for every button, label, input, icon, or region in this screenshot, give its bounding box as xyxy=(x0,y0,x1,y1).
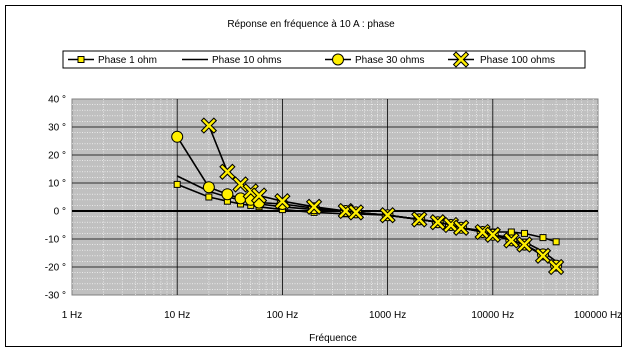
legend-label: Phase 30 ohms xyxy=(355,55,425,66)
data-point xyxy=(552,238,560,246)
x-axis-label: Fréquence xyxy=(309,333,357,344)
x-tick-label: 100000 Hz xyxy=(574,310,622,321)
data-point xyxy=(412,212,426,227)
data-point xyxy=(202,181,215,194)
y-tick-label: 20 ° xyxy=(48,151,66,162)
plot-area xyxy=(71,98,599,296)
data-point xyxy=(205,193,213,201)
x-tick-label: 100 Hz xyxy=(267,310,299,321)
data-point xyxy=(454,221,468,235)
data-point xyxy=(275,194,290,208)
data-point xyxy=(486,228,500,242)
data-point xyxy=(349,205,363,220)
y-tick-label: 40 ° xyxy=(48,95,66,106)
x-tick-label: 1000 Hz xyxy=(369,310,406,321)
data-point xyxy=(536,249,550,263)
legend-label: Phase 100 ohms xyxy=(480,55,555,66)
data-point xyxy=(202,118,216,133)
data-point xyxy=(549,260,563,274)
data-point xyxy=(233,177,248,192)
data-point xyxy=(171,130,184,143)
data-point xyxy=(517,237,532,252)
legend-entry: Phase 100 ohms xyxy=(448,51,555,68)
y-tick-label: -20 ° xyxy=(45,263,66,274)
legend-label: Phase 10 ohms xyxy=(212,55,282,66)
x-tick-label: 10 Hz xyxy=(164,310,190,321)
y-tick-label: -10 ° xyxy=(45,235,66,246)
chart-title: Réponse en fréquence à 10 A : phase xyxy=(227,19,395,30)
legend-marker xyxy=(454,52,468,67)
data-point xyxy=(539,234,547,242)
data-point xyxy=(234,192,247,205)
data-point xyxy=(520,229,528,237)
data-point xyxy=(431,215,445,229)
data-point xyxy=(507,228,515,236)
legend-entry: Phase 10 ohms xyxy=(182,55,282,66)
legend-entry: Phase 1 ohm xyxy=(68,55,157,66)
legend-marker xyxy=(332,53,344,66)
y-tick-label: 0 ° xyxy=(54,207,66,218)
data-point xyxy=(173,180,181,188)
data-point xyxy=(220,165,235,179)
series-layer xyxy=(171,117,565,276)
data-point xyxy=(380,208,395,222)
y-tick-label: 10 ° xyxy=(48,179,66,190)
legend-entry: Phase 30 ohms xyxy=(325,53,425,66)
data-point xyxy=(307,200,321,214)
legend: Phase 1 ohm Phase 10 ohms Phase 30 ohms Pha… xyxy=(62,50,586,69)
x-tick-label: 10000 Hz xyxy=(471,310,514,321)
y-axis: 40 ° 30 ° 20 ° 10 ° 0 ° -10 ° -20 ° -30 ° xyxy=(45,95,66,302)
x-tick-label: 1 Hz xyxy=(62,310,83,321)
series-3 xyxy=(200,117,565,276)
y-tick-label: 30 ° xyxy=(48,123,66,134)
data-point xyxy=(252,188,266,203)
data-point xyxy=(504,233,519,248)
legend-marker xyxy=(77,56,85,63)
legend-label: Phase 1 ohm xyxy=(98,55,157,66)
data-point xyxy=(221,188,234,201)
y-tick-label: -30 ° xyxy=(45,291,66,302)
x-axis: 1 Hz 10 Hz 100 Hz 1000 Hz 10000 Hz 100000 Hz xyxy=(62,310,622,321)
